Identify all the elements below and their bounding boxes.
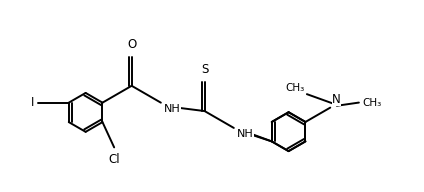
Text: NH: NH [237, 129, 254, 139]
Text: CH₃: CH₃ [285, 83, 304, 93]
Text: NH: NH [164, 104, 181, 114]
Text: S: S [201, 63, 208, 76]
Text: CH₃: CH₃ [363, 98, 382, 108]
Text: Cl: Cl [109, 153, 120, 166]
Text: N: N [332, 93, 341, 106]
Text: O: O [127, 38, 136, 51]
Text: I: I [31, 96, 34, 109]
